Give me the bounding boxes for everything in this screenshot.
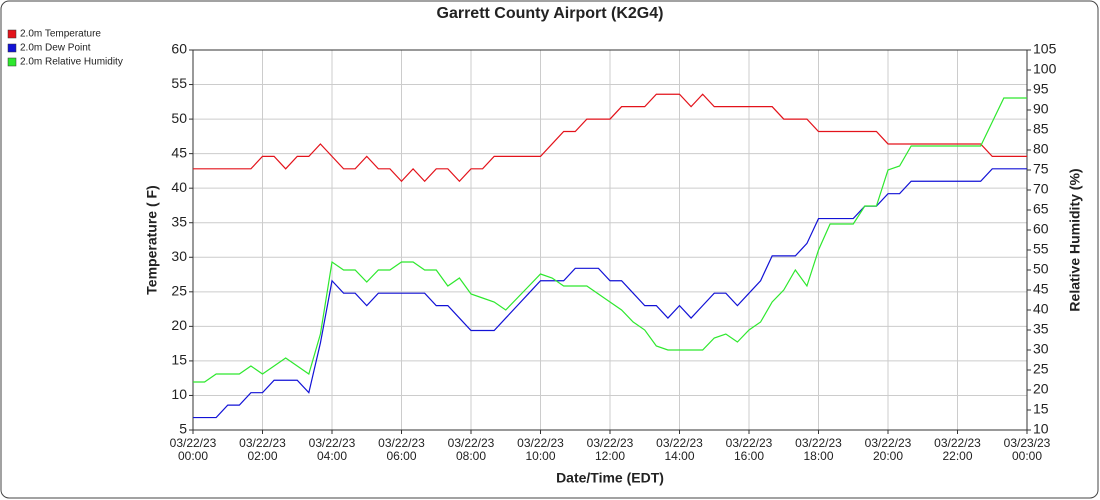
y2-tick-label: 30 <box>1033 341 1049 357</box>
x-tick-label: 03/22/23 20:00 <box>864 436 912 463</box>
x-tick-label: 03/22/23 08:00 <box>447 436 495 463</box>
x-tick-label: 03/22/23 00:00 <box>169 436 217 463</box>
y-tick-label: 60 <box>171 41 187 57</box>
y-tick-label: 25 <box>171 283 187 299</box>
x-tick-label: 03/22/23 18:00 <box>795 436 842 463</box>
y2-tick-label: 10 <box>1033 421 1049 437</box>
y-tick-label: 45 <box>171 144 187 160</box>
plot-frame <box>192 49 1028 431</box>
data-line <box>193 168 1027 419</box>
y2-tick-label: 85 <box>1033 121 1049 137</box>
y-tick-label: 10 <box>171 386 187 402</box>
legend-label: 2.0m Dew Point <box>20 43 91 54</box>
y2-tick-label: 105 <box>1033 41 1057 57</box>
legend-swatch <box>7 43 17 53</box>
data-line <box>193 97 1027 383</box>
x-tick-label: 03/22/23 16:00 <box>725 436 773 463</box>
x-tick-label: 03/22/23 06:00 <box>378 436 425 463</box>
y2-tick-label: 55 <box>1033 241 1049 257</box>
y-axis-label: Temperature ( F) <box>144 185 160 294</box>
y2-tick-label: 35 <box>1033 321 1049 337</box>
y2-tick-label: 75 <box>1033 161 1049 177</box>
legend-swatch <box>7 29 17 39</box>
x-tick-label: 03/22/23 10:00 <box>517 436 564 463</box>
y-tick-label: 40 <box>171 179 187 195</box>
x-tick-label: 03/22/23 02:00 <box>239 436 286 463</box>
y-tick-label: 20 <box>171 317 187 333</box>
y2-tick-label: 15 <box>1033 401 1049 417</box>
y2-tick-label: 45 <box>1033 281 1049 297</box>
y-tick-label: 30 <box>171 248 187 264</box>
y2-tick-label: 25 <box>1033 361 1049 377</box>
y2-tick-label: 20 <box>1033 381 1049 397</box>
y2-tick-label: 80 <box>1033 141 1049 157</box>
y2-tick-label: 95 <box>1033 81 1049 97</box>
y2-tick-label: 90 <box>1033 101 1049 117</box>
y-tick-label: 35 <box>171 213 187 229</box>
y2-tick-label: 100 <box>1033 61 1057 77</box>
y2-tick-label: 60 <box>1033 221 1049 237</box>
legend-label: 2.0m Temperature <box>20 29 101 40</box>
x-axis-label: Date/Time (EDT) <box>556 470 664 486</box>
y2-tick-label: 40 <box>1033 301 1049 317</box>
y2-axis-label: Relative Humidity (%) <box>1067 168 1083 311</box>
x-tick-label: 03/22/23 22:00 <box>934 436 981 463</box>
legend-swatch <box>7 57 17 67</box>
y-tick-label: 55 <box>171 75 187 91</box>
x-tick-label: 03/22/23 12:00 <box>586 436 634 463</box>
y2-tick-label: 70 <box>1033 181 1049 197</box>
data-line <box>193 93 1027 183</box>
y2-tick-label: 50 <box>1033 261 1049 277</box>
y-tick-label: 50 <box>171 110 187 126</box>
y2-tick-label: 65 <box>1033 201 1049 217</box>
y-tick-label: 15 <box>171 352 187 368</box>
x-tick-label: 03/22/23 14:00 <box>656 436 703 463</box>
legend-label: 2.0m Relative Humidity <box>20 57 123 68</box>
chart-title: Garrett County Airport (K2G4) <box>437 5 664 22</box>
x-tick-label: 03/22/23 04:00 <box>308 436 356 463</box>
x-tick-label: 03/23/23 00:00 <box>1003 436 1051 463</box>
y-tick-label: 5 <box>179 421 187 437</box>
